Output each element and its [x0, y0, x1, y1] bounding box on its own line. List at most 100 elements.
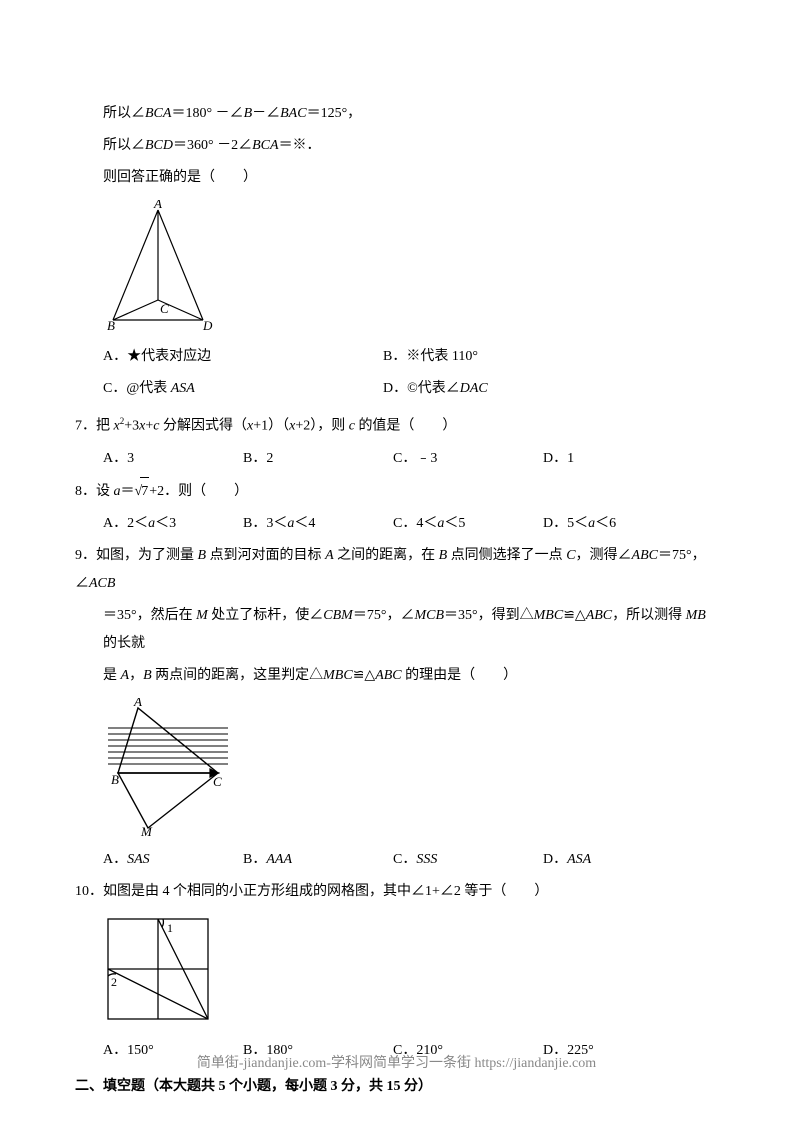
text: 所以∠: [103, 106, 145, 121]
section-2-heading: 二、填空题（本大题共 5 个小题，每小题 3 分，共 15 分）: [75, 1073, 718, 1101]
text: ＝180° －∠: [171, 106, 243, 121]
var: ABC: [632, 548, 658, 563]
figure-2: A B C M: [75, 698, 718, 838]
text: 处立了标杆，使∠: [208, 608, 324, 623]
text: 9．如图，为了测量: [75, 548, 198, 563]
q6-options-row1: A．★代表对应边 B．※代表 110°: [75, 343, 718, 371]
label-2: 2: [111, 975, 117, 989]
text: 8．设: [75, 484, 114, 499]
page-content: 所以∠BCA＝180° －∠B－∠BAC＝125°， 所以∠BCD＝360° －…: [0, 0, 793, 1101]
text: 所以∠: [103, 138, 145, 153]
label-1: 1: [167, 921, 173, 935]
text: ＝35°，得到△: [444, 608, 534, 623]
var: MBC: [323, 668, 353, 683]
var: ASA: [567, 852, 591, 867]
text: ＝: [121, 484, 135, 499]
text: ≌△: [353, 668, 376, 683]
text: +2），则: [295, 419, 348, 434]
text: D．: [543, 852, 567, 867]
text: D．5＜: [543, 516, 588, 531]
q7-opt-a: A．3: [103, 445, 243, 473]
text: ，测得∠: [576, 548, 632, 563]
text: +2．则（ ）: [149, 484, 248, 499]
label-c: C: [160, 301, 169, 316]
text: C．@代表: [103, 381, 171, 396]
text: ＝75°，∠: [353, 608, 415, 623]
var-b: B: [244, 106, 253, 121]
label-d: D: [202, 318, 213, 333]
sqrt-arg: 7: [140, 477, 149, 506]
var: ABC: [375, 668, 401, 683]
page-footer: 简单街-jiandanjie.com-学科网简单学习一条街 https://ji…: [0, 1052, 793, 1072]
intro-line-3: 则回答正确的是（ ）: [75, 164, 718, 192]
text: ＝125°，: [307, 106, 362, 121]
label-b: B: [111, 772, 119, 787]
q9-line1: 9．如图，为了测量 B 点到河对面的目标 A 之间的距离，在 B 点同侧选择了一…: [75, 542, 718, 598]
figure-3: 1 2: [75, 914, 718, 1029]
var-dac: DAC: [460, 381, 488, 396]
label-c: C: [213, 774, 222, 789]
text: 分解因式得（: [159, 419, 247, 434]
q7-options: A．3 B．2 C．﹣3 D．1: [75, 445, 718, 473]
text: ＜3: [155, 516, 176, 531]
text: B．: [243, 852, 266, 867]
text: 7．把: [75, 419, 114, 434]
text: 的长就: [103, 636, 145, 651]
figure-1: A B C D: [75, 200, 718, 335]
text: 点到河对面的目标: [206, 548, 325, 563]
q7-opt-b: B．2: [243, 445, 393, 473]
var-a: a: [114, 484, 121, 499]
q7-opt-c: C．﹣3: [393, 445, 543, 473]
var: A: [325, 548, 334, 563]
var: SSS: [416, 852, 437, 867]
text: A．2＜: [103, 516, 148, 531]
q6-opt-c: C．@代表 ASA: [103, 375, 383, 403]
var: CBM: [323, 608, 353, 623]
q8-options: A．2＜a＜3 B．3＜a＜4 C．4＜a＜5 D．5＜a＜6: [75, 510, 718, 538]
text: C．4＜: [393, 516, 437, 531]
text: 之间的距离，在: [334, 548, 439, 563]
var: AAA: [266, 852, 292, 867]
q7-stem: 7．把 x2+3x+c 分解因式得（x+1）（x+2），则 c 的值是（ ）: [75, 407, 718, 441]
q6-options-row2: C．@代表 ASA D．©代表∠DAC: [75, 375, 718, 403]
text: 两点间的距离，这里判定△: [152, 668, 324, 683]
var: B: [198, 548, 207, 563]
var-bac: BAC: [280, 106, 306, 121]
var-bcd: BCD: [145, 138, 173, 153]
text: 点同侧选择了一点: [447, 548, 566, 563]
text: ＝360° －2∠: [173, 138, 252, 153]
var: C: [566, 548, 575, 563]
q9-opt-d: D．ASA: [543, 846, 693, 874]
q9-line3: 是 A，B 两点间的距离，这里判定△MBC≌△ABC 的理由是（ ）: [75, 662, 718, 690]
text: ≌△: [563, 608, 586, 623]
text: ＜4: [294, 516, 315, 531]
triangle-diagram: A B C D: [103, 200, 223, 335]
var: MB: [686, 608, 706, 623]
text: C．: [393, 852, 416, 867]
q8-opt-a: A．2＜a＜3: [103, 510, 243, 538]
q7-opt-d: D．1: [543, 445, 693, 473]
text: 的值是（ ）: [355, 419, 457, 434]
intro-line-2: 所以∠BCD＝360° －2∠BCA＝※．: [75, 132, 718, 160]
var: ABC: [586, 608, 612, 623]
q8-stem: 8．设 a＝ 7+2．则（ ）: [75, 477, 718, 506]
q6-opt-a: A．★代表对应边: [103, 343, 383, 371]
text: ＝35°，然后在: [103, 608, 196, 623]
var-bca: BCA: [252, 138, 278, 153]
grid-diagram: 1 2: [103, 914, 218, 1029]
text: A．: [103, 852, 127, 867]
q9-opt-c: C．SSS: [393, 846, 543, 874]
label-a: A: [153, 200, 162, 211]
var: SAS: [127, 852, 150, 867]
var: B: [143, 668, 152, 683]
var-bca: BCA: [145, 106, 171, 121]
label-a: A: [133, 698, 142, 709]
text: B．3＜: [243, 516, 287, 531]
text: ，所以测得: [612, 608, 686, 623]
q6-opt-d: D．©代表∠DAC: [383, 375, 663, 403]
var: ACB: [89, 576, 115, 591]
q8-opt-b: B．3＜a＜4: [243, 510, 393, 538]
text: +1）（: [253, 419, 289, 434]
text: ＝※．: [279, 138, 321, 153]
text: 的理由是（ ）: [402, 668, 518, 683]
